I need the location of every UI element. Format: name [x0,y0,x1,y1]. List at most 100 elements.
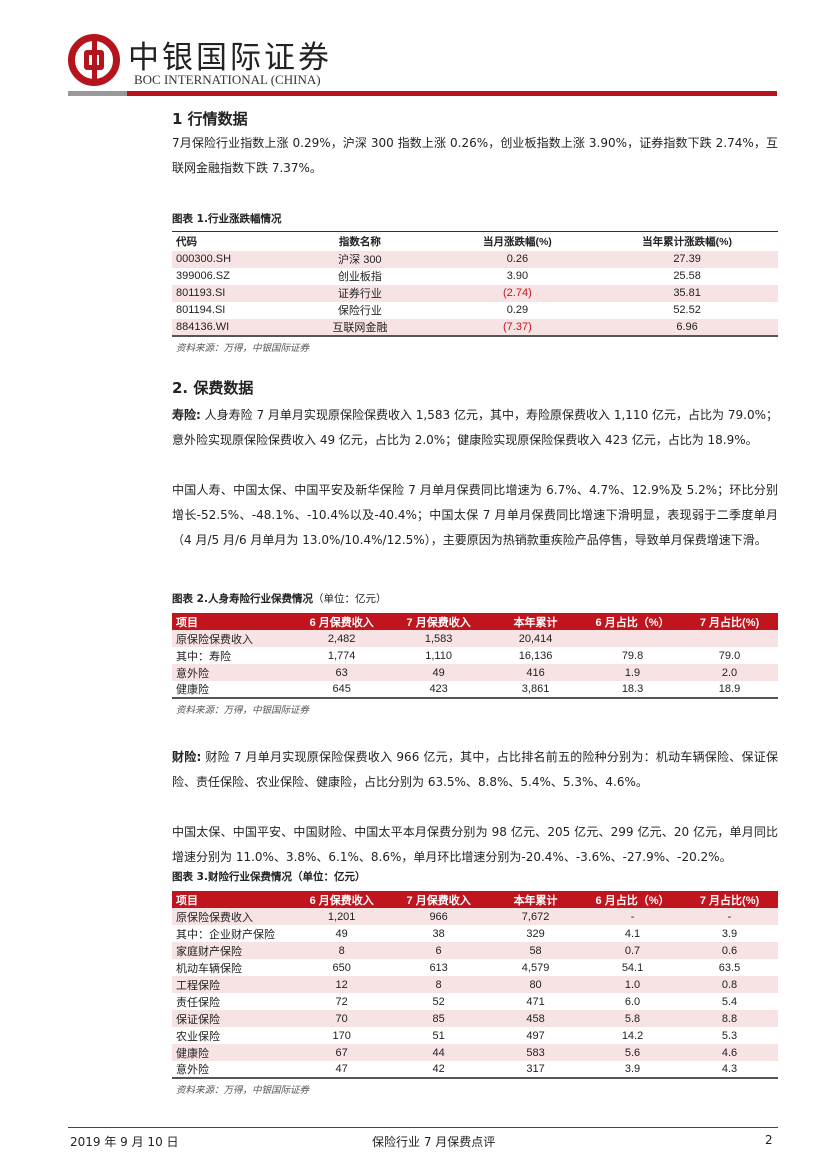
table-cell: 49 [335,927,348,940]
table-cell: 52 [432,995,445,1008]
table-cell: 18.3 [621,683,644,695]
table-cell: 健康险 [176,684,209,696]
table-cell: 沪深 300 [281,250,439,268]
column-header: 当月涨跌幅(%) [482,235,552,248]
table-cell: 000300.SH [172,250,282,268]
table-cell: - [681,908,778,925]
table-cell: 79.8 [621,649,644,662]
column-header: 指数名称 [338,235,381,248]
table-cell: 责任保险 [176,996,220,1009]
table-cell: 58 [487,942,585,959]
table-cell: 650 [332,961,351,974]
table-row: 家庭财产保险 8 6 58 0.7 0.6 [172,942,778,959]
footer-divider [68,1127,778,1128]
table2-source: 资料来源：万得，中银国际证券 [176,705,310,716]
table-cell: (2.74) [438,284,597,302]
life-paragraph: 寿险: 人身寿险 7 月单月实现原保险保费收入 1,583 亿元，其中，寿险原保… [172,403,778,453]
table-cell: 497 [526,1029,545,1042]
table-cell: 51 [432,1029,445,1042]
table-row: 农业保险 170 51 497 14.2 5.3 [172,1027,778,1044]
table-cell: 工程保险 [172,976,294,993]
table-cell: 6.0 [624,995,641,1008]
table-cell: 5.6 [584,1044,681,1061]
table-cell: 5.4 [721,995,738,1008]
table-cell: 458 [487,1010,585,1027]
table-cell: 72 [335,995,348,1008]
table-row: 801194.SI 保险行业 0.29 52.52 [172,302,778,319]
section1-paragraph: 7月保险行业指数上涨 0.29%，沪深 300 指数上涨 0.26%，创业板指数… [172,136,778,175]
table-cell: 2,482 [293,630,391,647]
table-cell: 其中：企业财产保险 [176,928,275,941]
section2-heading: 2. 保费数据 [172,379,254,397]
table-cell: 25.58 [673,270,701,282]
column-header: 6 月保费收入 [293,891,391,908]
table-cell: 67 [293,1044,391,1061]
table-cell: 2.0 [681,664,778,681]
table-cell: 884136.WI [172,318,282,336]
table-cell: 35.81 [596,284,778,302]
column-header: 6 月占比（%） [584,613,681,630]
column-header: 7 月占比(%) [681,891,778,908]
table-row: 原保险保费收入 1,201 966 7,672- - [172,908,778,925]
table-cell: 20,414 [487,630,585,647]
table-cell: 63.5 [718,961,741,974]
table1-title: 图表 1.行业涨跌幅情况 [172,213,282,225]
table-row: 000300.SH 沪深 300 0.26 27.39 [172,250,778,268]
table-cell: 613 [429,961,448,974]
table-cell: 63 [293,664,391,681]
table-cell: 1.9 [584,664,681,681]
table-row: 其中：寿险 1,774 1,110 16,136 79.8 79.0 [172,647,778,664]
table-row: 工程保险 12 8 80 1.0 0.8 [172,976,778,993]
table1-source: 资料来源：万得，中银国际证券 [176,343,310,354]
table-cell: 4,579 [521,961,550,974]
table1: 代码 指数名称 当月涨跌幅(%) 当年累计涨跌幅(%) 000300.SH 沪深 300 0… [172,231,778,337]
table-cell: 85 [390,1010,488,1027]
table-row: 意外险 63 49 416 1.9 2.0 [172,664,778,681]
table-cell: 6.96 [596,318,778,336]
pc-label: 财险: [172,750,202,764]
table-cell: 1,110 [425,649,452,662]
table-cell: 3.90 [506,270,529,282]
section1-heading: 1 行情数据 [172,110,248,128]
table-cell: 49 [390,664,488,681]
table-cell: 机动车辆保险 [176,962,242,975]
table-cell: 创业板指 [337,271,382,283]
table-cell: 4.1 [624,927,641,940]
column-header: 本年累计 [487,613,585,630]
table-row: 机动车辆保险 650 613 4,579 54.1 63.5 [172,959,778,976]
table-cell: 47 [335,1063,348,1075]
table-cell: 38 [432,927,445,940]
column-header: 6 月保费收入 [293,613,391,630]
brand-name-en: BOC INTERNATIONAL (CHINA) [134,72,321,87]
table2-title-text: 图表 2.人身寿险行业保费情况 [172,593,313,605]
footer-title: 保险行业 7 月保费点评 [372,1135,496,1149]
table-cell: 54.1 [621,961,644,974]
table-row: 保证保险 70 85 458 5.8 8.8 [172,1010,778,1027]
table-cell: - [584,908,681,925]
table2-title: 图表 2.人身寿险行业保费情况（单位：亿元） [172,591,386,606]
table-cell: 1.0 [584,976,681,993]
table3: 项目 6 月保费收入 7 月保费收入 本年累计 6 月占比（%） 7 月占比(%) 原保险保… [172,891,778,1079]
table-cell: 80 [487,976,585,993]
table-cell [584,630,681,647]
column-header: 本年累计 [487,891,585,908]
table-cell [681,630,778,647]
table-cell: 317 [526,1063,545,1075]
table-cell: 329 [526,927,545,940]
table-cell: 966 [390,908,488,925]
column-header: 项目 [172,891,294,908]
table-row: 健康险 67 44 583 5.6 4.6 [172,1044,778,1061]
table-cell: 801193.SI [172,284,282,302]
logo-bar [92,36,97,84]
table-cell: 意外险 [176,1064,209,1076]
table-cell: 44 [390,1044,488,1061]
table-cell: 家庭财产保险 [172,942,294,959]
table-cell: 583 [487,1044,585,1061]
table-row: 健康险 645 423 3,861 18.3 18.9 [172,681,778,698]
table-cell: 18.9 [718,683,741,695]
table-cell: 3.9 [721,927,738,940]
table2-unit: （单位：亿元） [312,593,387,605]
table-cell: 399006.SZ [176,270,230,282]
table-cell: 8 [390,976,488,993]
table-cell: 7,672 [487,908,585,925]
